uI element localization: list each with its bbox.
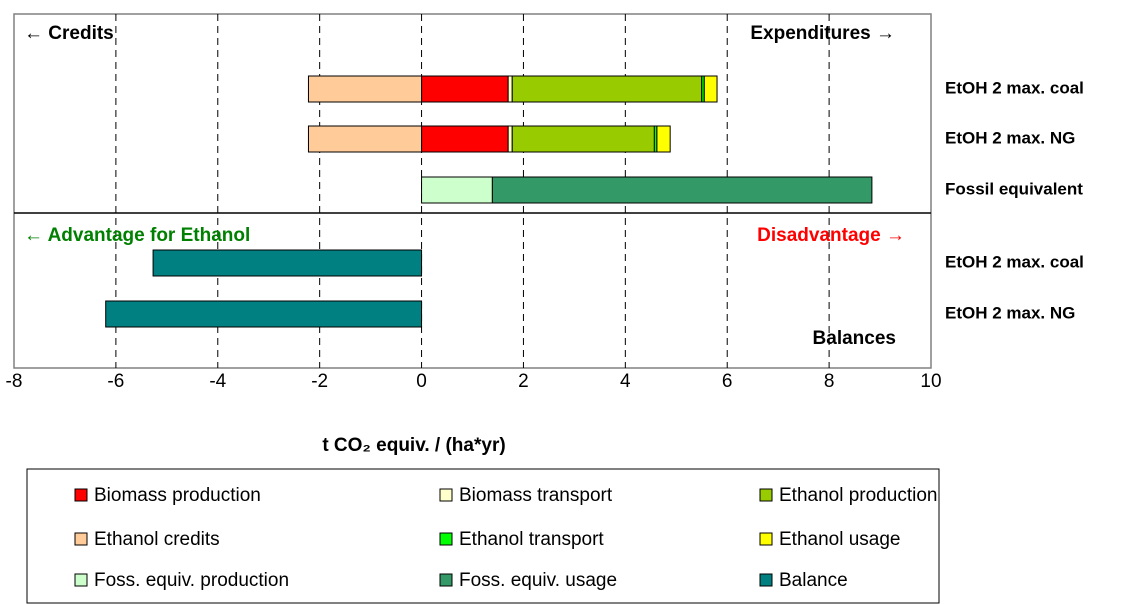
bar-segment (421, 176, 493, 204)
legend-swatch (439, 573, 453, 587)
bar-segment (703, 75, 718, 103)
legend-swatch (74, 532, 88, 546)
x-tick-label: -2 (311, 371, 328, 392)
annotation: ← Credits (24, 23, 114, 44)
x-tick-label: 0 (416, 371, 427, 392)
legend-label: Foss. equiv. usage (459, 570, 617, 591)
category-label: EtOH 2 max. coal (945, 78, 1084, 97)
legend-swatch (439, 532, 453, 546)
x-tick-label: -8 (6, 371, 23, 392)
bar-segment (507, 125, 513, 153)
annotation: Balances (813, 328, 896, 349)
legend-swatch (759, 573, 773, 587)
bar-segment (491, 176, 873, 204)
legend-swatch (74, 573, 88, 587)
legend-label: Ethanol production (779, 485, 937, 506)
bar-segment (507, 75, 513, 103)
bar-segment (152, 249, 423, 277)
x-axis-label: t CO₂ equiv. / (ha*yr) (322, 435, 505, 456)
category-label: Fossil equivalent (945, 179, 1083, 198)
legend-label: Biomass production (94, 485, 261, 506)
bar-segment (421, 75, 509, 103)
x-tick-label: 6 (722, 371, 733, 392)
bar-segment (421, 125, 509, 153)
legend-swatch (759, 488, 773, 502)
category-label: EtOH 2 max. coal (945, 252, 1084, 271)
annotation: ← Advantage for Ethanol (24, 225, 250, 246)
legend-label: Ethanol credits (94, 529, 220, 550)
legend-label: Ethanol transport (459, 529, 604, 550)
legend-swatch (439, 488, 453, 502)
bar-segment (307, 75, 423, 103)
bar-segment (511, 75, 703, 103)
legend-swatch (759, 532, 773, 546)
x-tick-label: 4 (620, 371, 631, 392)
x-tick-label: -4 (209, 371, 226, 392)
annotation: Disadvantage → (757, 225, 905, 246)
category-label: EtOH 2 max. NG (945, 303, 1075, 322)
bar-segment (307, 125, 423, 153)
legend-label: Foss. equiv. production (94, 570, 289, 591)
x-tick-label: 10 (920, 371, 941, 392)
bar-segment (656, 125, 671, 153)
bar-segment (511, 125, 655, 153)
x-tick-label: 2 (518, 371, 529, 392)
legend (26, 468, 940, 604)
legend-label: Biomass transport (459, 485, 613, 506)
annotation: Expenditures → (750, 23, 895, 44)
category-label: EtOH 2 max. NG (945, 128, 1075, 147)
bar-segment (105, 300, 423, 328)
legend-label: Ethanol usage (779, 529, 901, 550)
x-tick-label: 8 (824, 371, 835, 392)
legend-swatch (74, 488, 88, 502)
x-tick-label: -6 (107, 371, 124, 392)
legend-label: Balance (779, 570, 848, 591)
